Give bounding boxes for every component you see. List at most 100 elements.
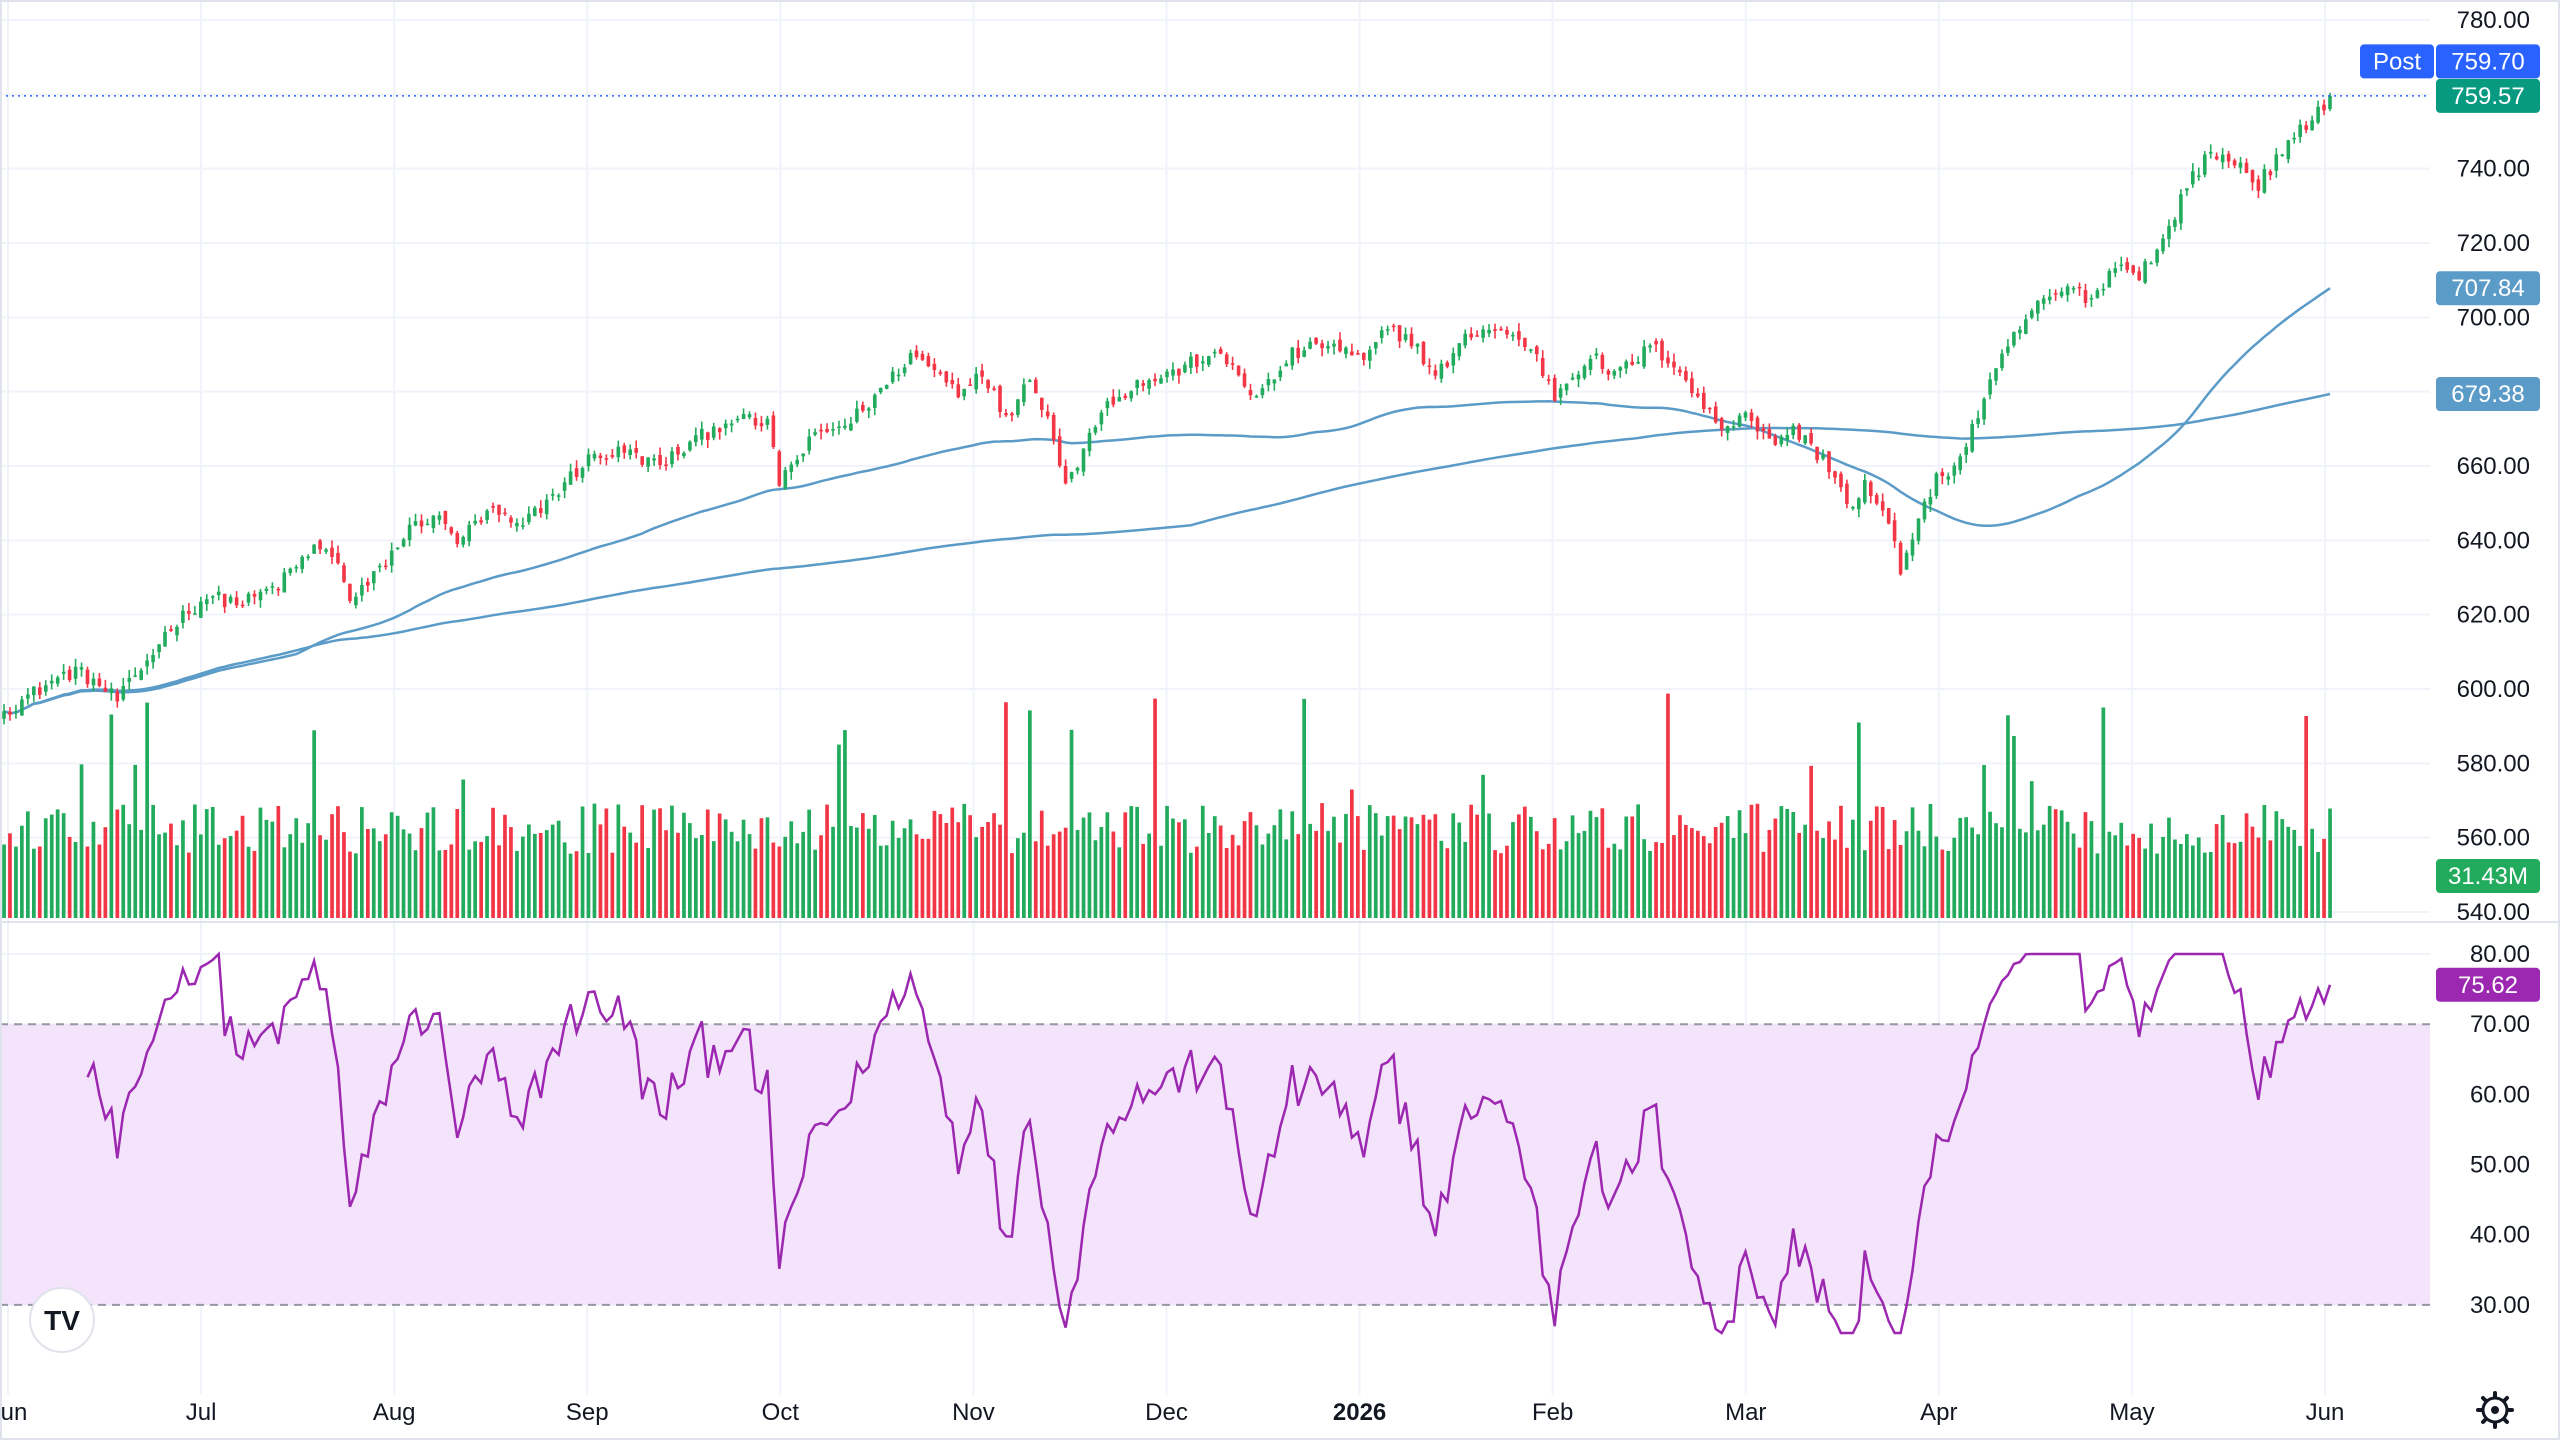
candle xyxy=(2012,331,2016,348)
rsi-badge-text: 75.62 xyxy=(2458,972,2518,999)
gear-icon[interactable] xyxy=(2476,1391,2514,1429)
candle-body xyxy=(1290,347,1295,366)
volume-bar xyxy=(2071,833,2076,918)
candle xyxy=(1809,428,1813,446)
volume-bar xyxy=(2179,844,2183,918)
candle-body xyxy=(300,556,304,569)
candle-body xyxy=(2071,288,2076,290)
volume-bar xyxy=(789,821,794,918)
candle xyxy=(1409,327,1414,349)
volume-bar xyxy=(855,827,859,918)
candle-body xyxy=(956,384,961,398)
candle-body xyxy=(1189,356,1193,368)
volume-bar xyxy=(1839,805,1843,918)
candle xyxy=(938,369,943,376)
candle xyxy=(1821,449,1825,461)
candle-body xyxy=(777,451,782,486)
candle xyxy=(2071,285,2076,294)
candle xyxy=(574,460,579,481)
candle xyxy=(1702,386,1706,413)
candle-body xyxy=(1976,418,1980,424)
volume-bar xyxy=(1004,702,1008,918)
volume-bar xyxy=(1767,829,1772,918)
candle-body xyxy=(395,547,400,549)
volume-bar xyxy=(383,834,388,918)
candle xyxy=(1940,468,1945,485)
candle-body xyxy=(1469,333,1473,338)
candle-body xyxy=(980,370,984,377)
candle xyxy=(2286,139,2291,164)
volume-bar xyxy=(1367,805,1372,918)
candle xyxy=(1570,372,1575,381)
volume-bar xyxy=(1821,838,1825,918)
candle xyxy=(1242,368,1247,389)
volume-bar xyxy=(2161,836,2165,918)
candle-body xyxy=(1517,331,1521,340)
volume-bar xyxy=(1612,843,1617,918)
candle xyxy=(1892,512,1897,549)
candle xyxy=(741,408,746,420)
candle xyxy=(849,416,853,432)
candle xyxy=(139,668,143,681)
volume-bar xyxy=(425,812,430,918)
candle-body xyxy=(998,385,1002,413)
candle xyxy=(1624,359,1628,375)
candle-body xyxy=(1010,413,1014,416)
candle-body xyxy=(497,504,501,515)
volume-bar xyxy=(258,807,263,918)
candle-body xyxy=(139,670,143,680)
candle xyxy=(1851,506,1855,511)
candle-body xyxy=(1994,368,1998,381)
candle xyxy=(1165,368,1169,383)
candle xyxy=(1630,354,1634,366)
volume-bar xyxy=(2191,845,2195,918)
volume-bar xyxy=(1308,823,1312,918)
volume-bar xyxy=(2107,831,2112,918)
volume-bar xyxy=(872,814,877,918)
time-tick-label: Jun xyxy=(2306,1399,2345,1426)
candle xyxy=(1141,380,1145,392)
candle xyxy=(2185,188,2189,196)
volume-bar xyxy=(1266,833,1271,918)
candle-body xyxy=(1612,371,1617,376)
candle xyxy=(354,592,358,609)
candle-body xyxy=(246,593,251,603)
time-tick-label: Oct xyxy=(762,1399,800,1426)
volume-bar xyxy=(568,853,573,918)
candle xyxy=(1117,389,1122,402)
candle xyxy=(1952,462,1957,484)
volume-bar xyxy=(151,804,155,918)
volume-bar xyxy=(1224,848,1229,918)
volume-bar xyxy=(2029,781,2034,918)
candle xyxy=(1827,451,1831,479)
tradingview-logo-icon[interactable]: TV xyxy=(29,1287,95,1353)
candle xyxy=(473,514,477,526)
candle-body xyxy=(1803,435,1807,444)
candle xyxy=(2077,282,2082,296)
time-axis[interactable]: Jun Jul Aug Sep Oct Nov Dec 2026 Feb Mar Apr May Jun xyxy=(0,1399,2344,1426)
volume-bar xyxy=(127,824,132,918)
candle xyxy=(533,505,537,517)
volume-bar xyxy=(980,826,984,918)
rsi-band xyxy=(0,1024,2430,1305)
volume-bar xyxy=(1540,849,1545,918)
volume-bar xyxy=(801,831,805,918)
volume-bar xyxy=(807,809,811,918)
candle xyxy=(1540,350,1545,379)
volume-bar xyxy=(1177,822,1181,918)
volume-bar xyxy=(276,806,281,918)
volume-bar xyxy=(1606,847,1611,918)
candle-body xyxy=(1320,343,1324,349)
volume-bar xyxy=(1165,805,1169,918)
candle-body xyxy=(1248,390,1253,396)
candle xyxy=(1904,549,1909,570)
candle-body xyxy=(867,408,871,411)
candle xyxy=(366,577,370,593)
candle-body xyxy=(1332,343,1336,347)
volume-bar xyxy=(735,841,740,918)
candle-body xyxy=(1040,397,1044,410)
candle-body xyxy=(2107,270,2112,288)
candle-body xyxy=(181,610,185,623)
last-price-badge-bg xyxy=(2436,78,2540,113)
